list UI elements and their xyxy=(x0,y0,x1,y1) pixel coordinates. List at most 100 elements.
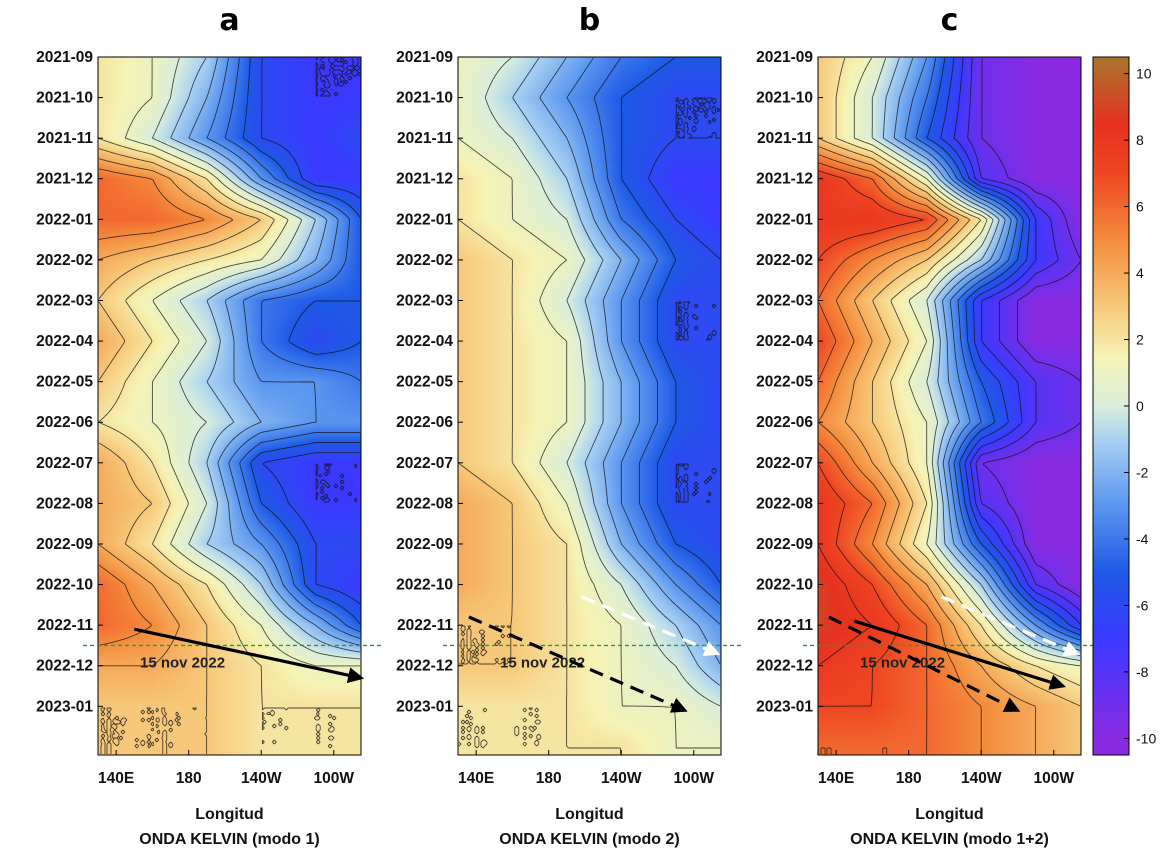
plot-frame xyxy=(97,56,362,756)
y-tick-label: 2023-01 xyxy=(396,698,453,715)
y-tick-label: 2022-03 xyxy=(756,292,813,309)
reference-date-label: 15 nov 2022 xyxy=(500,654,585,671)
y-tick-label: 2022-10 xyxy=(756,577,813,594)
panel-b: 2021-09 2021-10 2021-11 2021-12 2022-01 2022-… xyxy=(396,3,741,848)
y-tick-label: 2022-12 xyxy=(756,658,813,675)
dashed-white-arrow xyxy=(580,595,721,656)
x-axis-label: Longitud xyxy=(195,806,263,823)
x-tick-label: 180 xyxy=(176,770,202,787)
panel-label: c xyxy=(941,3,959,38)
colorbar-tick-label: 2 xyxy=(1136,332,1144,348)
dashed-black-arrow xyxy=(828,615,1021,712)
y-tick-label: 2022-12 xyxy=(36,658,93,675)
y-tick-label: 2022-03 xyxy=(36,292,93,309)
solid-black-arrow xyxy=(133,627,365,684)
x-tick-label: 140W xyxy=(961,770,1002,787)
y-tick-label: 2022-01 xyxy=(756,211,813,228)
y-tick-label: 2022-07 xyxy=(36,455,93,472)
colorbar-tick-label: -10 xyxy=(1136,730,1156,746)
y-tick-label: 2021-10 xyxy=(756,90,813,107)
y-tick-label: 2022-08 xyxy=(396,495,453,512)
y-tick-label: 2022-02 xyxy=(756,252,813,269)
y-tick-label: 2021-12 xyxy=(396,171,453,188)
x-axis-label: Longitud xyxy=(555,806,623,823)
y-tick-label: 2022-06 xyxy=(756,414,813,431)
reference-date-label: 15 nov 2022 xyxy=(140,654,225,671)
x-tick-label: 100W xyxy=(314,770,355,787)
colorbar-tick-label: 10 xyxy=(1136,66,1152,82)
y-tick-label: 2022-11 xyxy=(757,617,813,634)
panel-c: 2021-09 2021-10 2021-11 2021-12 2022-01 2022-… xyxy=(756,3,1101,848)
y-tick-label: 2022-06 xyxy=(36,414,93,431)
y-tick-label: 2022-05 xyxy=(396,374,453,391)
y-tick-label: 2022-08 xyxy=(756,495,813,512)
y-tick-label: 2022-06 xyxy=(396,414,453,431)
y-tick-label: 2022-01 xyxy=(396,211,453,228)
colorbar-tick-label: 0 xyxy=(1136,398,1144,414)
y-tick-label: 2021-09 xyxy=(36,49,93,66)
y-tick-label: 2022-04 xyxy=(36,333,93,350)
y-tick-label: 2022-09 xyxy=(396,536,453,553)
panel-label: a xyxy=(219,3,239,38)
y-tick-label: 2021-12 xyxy=(36,171,93,188)
y-tick-label: 2022-07 xyxy=(756,455,813,472)
x-tick-label: 180 xyxy=(536,770,562,787)
colorbar-tick-label: 4 xyxy=(1136,265,1144,281)
panel-a: 2021-09 2021-10 2021-11 2021-12 2022-01 2022-… xyxy=(36,3,381,848)
heatmap-field xyxy=(818,57,1081,755)
x-axis-label: Longitud xyxy=(915,806,983,823)
y-tick-label: 2023-01 xyxy=(36,698,93,715)
colorbar-tick-label: 8 xyxy=(1136,132,1144,148)
x-tick-label: 100W xyxy=(674,770,715,787)
dashed-white-arrow xyxy=(940,595,1081,656)
y-tick-label: 2022-05 xyxy=(756,374,813,391)
y-tick-label: 2022-02 xyxy=(36,252,93,269)
plot-frame xyxy=(817,56,1082,756)
colorbar-gradient xyxy=(1092,56,1130,756)
colorbar-tick-label: -6 xyxy=(1136,597,1149,613)
y-tick-label: 2022-09 xyxy=(756,536,813,553)
x-tick-label: 100W xyxy=(1034,770,1075,787)
y-tick-label: 2021-09 xyxy=(756,49,813,66)
y-tick-label: 2022-10 xyxy=(36,577,93,594)
reference-date-label: 15 nov 2022 xyxy=(860,654,945,671)
y-tick-label: 2021-11 xyxy=(757,130,813,147)
x-tick-label: 180 xyxy=(896,770,922,787)
heatmap-field xyxy=(458,57,721,755)
panel-label: b xyxy=(579,3,600,38)
y-tick-label: 2021-12 xyxy=(756,171,813,188)
x-tick-label: 140E xyxy=(818,770,854,787)
y-tick-label: 2022-09 xyxy=(36,536,93,553)
y-tick-label: 2021-10 xyxy=(36,90,93,107)
x-tick-label: 140E xyxy=(98,770,134,787)
y-tick-label: 2022-03 xyxy=(396,292,453,309)
heatmap-field xyxy=(98,57,361,755)
x-tick-label: 140E xyxy=(458,770,494,787)
y-tick-label: 2022-12 xyxy=(396,658,453,675)
panel-title: ONDA KELVIN (modo 1+2) xyxy=(850,831,1049,848)
dashed-black-arrow xyxy=(468,615,688,713)
y-tick-label: 2022-10 xyxy=(396,577,453,594)
colorbar-tick-label: 6 xyxy=(1136,199,1144,215)
y-tick-label: 2022-04 xyxy=(756,333,813,350)
y-tick-label: 2021-11 xyxy=(397,130,453,147)
y-tick-label: 2022-05 xyxy=(36,374,93,391)
colorbar-tick-label: -4 xyxy=(1136,531,1149,547)
y-tick-label: 2022-07 xyxy=(396,455,453,472)
y-tick-label: 2021-10 xyxy=(396,90,453,107)
x-tick-label: 140W xyxy=(601,770,642,787)
plot-frame xyxy=(457,56,722,756)
contour-lines xyxy=(458,57,721,754)
colorbar: 10 8 6 4 2 0 -2 -4 -6 -8 -10 xyxy=(1092,56,1156,756)
y-tick-label: 2022-02 xyxy=(396,252,453,269)
solid-black-arrow xyxy=(853,619,1066,690)
y-tick-label: 2022-11 xyxy=(37,617,93,634)
panel-title: ONDA KELVIN (modo 1) xyxy=(139,831,319,848)
y-tick-label: 2022-04 xyxy=(396,333,453,350)
y-tick-label: 2021-09 xyxy=(396,49,453,66)
colorbar-tick-label: -2 xyxy=(1136,464,1149,480)
colorbar-tick-label: -8 xyxy=(1136,664,1149,680)
y-tick-label: 2022-11 xyxy=(397,617,453,634)
x-tick-label: 140W xyxy=(241,770,282,787)
